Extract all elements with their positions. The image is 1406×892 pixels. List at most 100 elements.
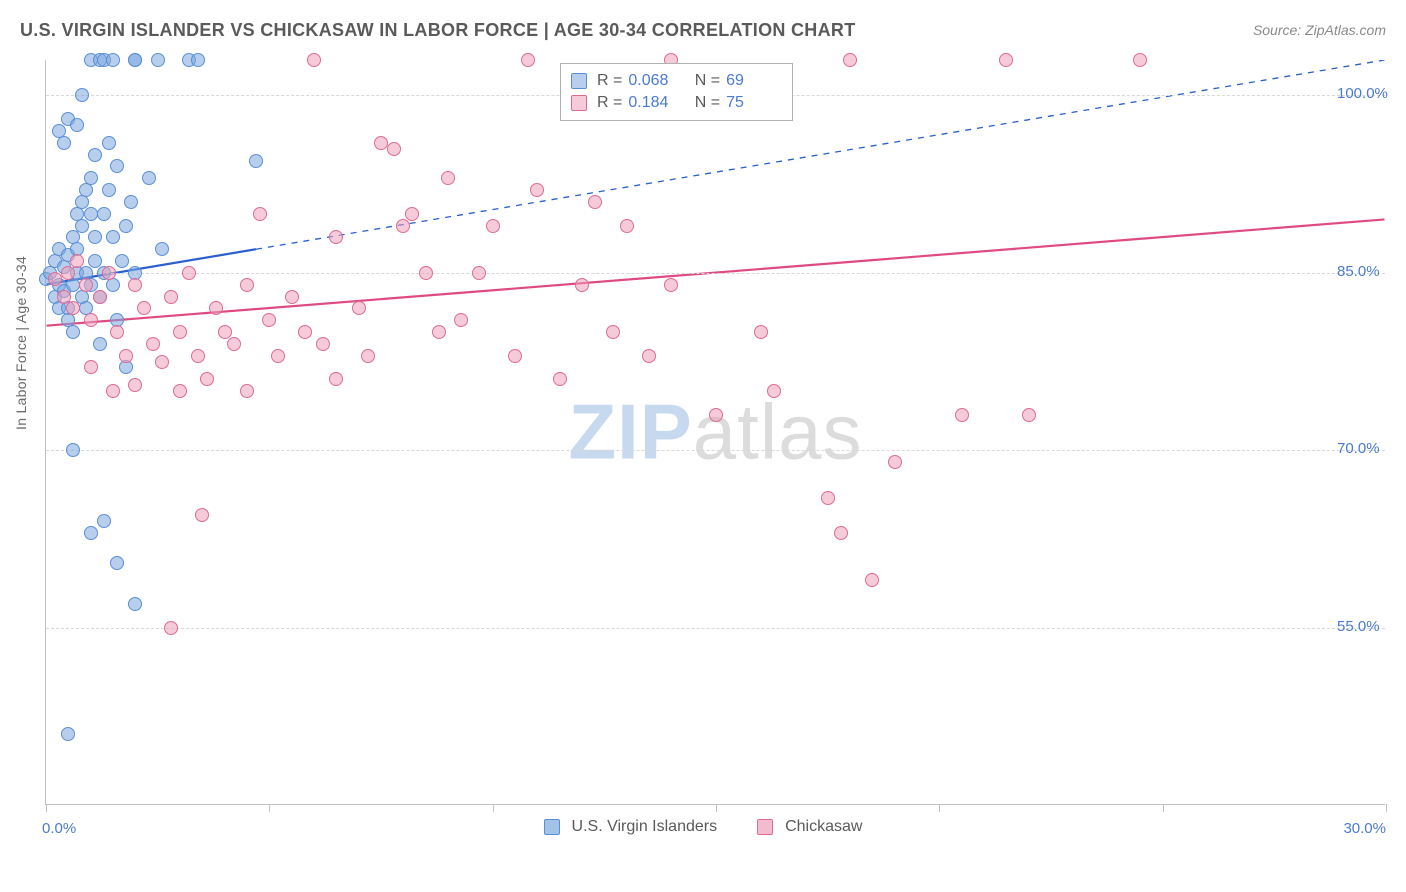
data-point <box>119 219 133 233</box>
data-point <box>767 384 781 398</box>
data-point <box>191 349 205 363</box>
data-point <box>84 171 98 185</box>
data-point <box>843 53 857 67</box>
x-tick <box>1386 804 1387 812</box>
data-point <box>888 455 902 469</box>
data-point <box>88 148 102 162</box>
data-point <box>70 118 84 132</box>
data-point <box>61 266 75 280</box>
data-point <box>329 372 343 386</box>
data-point <box>102 266 116 280</box>
data-point <box>173 325 187 339</box>
data-point <box>955 408 969 422</box>
stats-row-chickasaw: R = 0.184 N = 75 <box>571 92 782 114</box>
data-point <box>405 207 419 221</box>
data-point <box>146 337 160 351</box>
r-label: R = <box>597 92 622 114</box>
y-tick-label: 70.0% <box>1337 440 1406 457</box>
grid-line <box>46 450 1385 451</box>
data-point <box>530 183 544 197</box>
data-point <box>124 195 138 209</box>
data-point <box>155 355 169 369</box>
chart-title: U.S. VIRGIN ISLANDER VS CHICKASAW IN LAB… <box>20 20 856 41</box>
data-point <box>97 207 111 221</box>
x-tick <box>1163 804 1164 812</box>
data-point <box>620 219 634 233</box>
data-point <box>606 325 620 339</box>
y-tick-label: 85.0% <box>1337 263 1406 280</box>
x-tick-label-max: 30.0% <box>1343 820 1386 837</box>
swatch-chickasaw-icon <box>757 819 773 835</box>
y-tick-label: 55.0% <box>1337 618 1406 635</box>
n-value-chickasaw: 75 <box>726 92 782 114</box>
x-tick <box>716 804 717 812</box>
data-point <box>642 349 656 363</box>
data-point <box>79 278 93 292</box>
data-point <box>106 230 120 244</box>
n-value-usvi: 69 <box>726 70 782 92</box>
data-point <box>209 301 223 315</box>
data-point <box>70 254 84 268</box>
data-point <box>84 526 98 540</box>
data-point <box>387 142 401 156</box>
data-point <box>253 207 267 221</box>
data-point <box>271 349 285 363</box>
data-point <box>307 53 321 67</box>
data-point <box>66 301 80 315</box>
data-point <box>865 573 879 587</box>
watermark-zip: ZIP <box>568 388 692 476</box>
data-point <box>432 325 446 339</box>
data-point <box>419 266 433 280</box>
watermark-atlas: atlas <box>693 388 863 476</box>
data-point <box>106 53 120 67</box>
data-point <box>329 230 343 244</box>
data-point <box>84 313 98 327</box>
data-point <box>227 337 241 351</box>
data-point <box>361 349 375 363</box>
data-point <box>97 514 111 528</box>
trend-line-extrapolated <box>256 60 1385 249</box>
swatch-usvi-icon <box>571 73 587 89</box>
data-point <box>88 230 102 244</box>
x-tick <box>46 804 47 812</box>
data-point <box>754 325 768 339</box>
legend-label-chickasaw: Chickasaw <box>785 818 862 836</box>
data-point <box>106 384 120 398</box>
data-point <box>110 325 124 339</box>
data-point <box>155 242 169 256</box>
x-tick-label-min: 0.0% <box>42 820 76 837</box>
data-point <box>352 301 366 315</box>
data-point <box>84 207 98 221</box>
x-tick <box>269 804 270 812</box>
grid-line <box>46 628 1385 629</box>
source-label: Source: ZipAtlas.com <box>1253 22 1386 38</box>
data-point <box>110 159 124 173</box>
x-tick <box>493 804 494 812</box>
data-point <box>664 278 678 292</box>
data-point <box>182 266 196 280</box>
data-point <box>128 597 142 611</box>
data-point <box>115 254 129 268</box>
data-point <box>173 384 187 398</box>
data-point <box>128 53 142 67</box>
data-point <box>137 301 151 315</box>
data-point <box>521 53 535 67</box>
grid-line <box>46 273 1385 274</box>
data-point <box>1022 408 1036 422</box>
data-point <box>588 195 602 209</box>
data-point <box>200 372 214 386</box>
data-point <box>93 290 107 304</box>
data-point <box>575 278 589 292</box>
data-point <box>61 727 75 741</box>
swatch-usvi-icon <box>544 819 560 835</box>
data-point <box>999 53 1013 67</box>
legend-label-usvi: U.S. Virgin Islanders <box>572 818 718 836</box>
data-point <box>164 621 178 635</box>
y-tick-label: 100.0% <box>1337 85 1406 102</box>
data-point <box>119 349 133 363</box>
data-point <box>709 408 723 422</box>
data-point <box>298 325 312 339</box>
data-point <box>164 290 178 304</box>
data-point <box>191 53 205 67</box>
data-point <box>553 372 567 386</box>
